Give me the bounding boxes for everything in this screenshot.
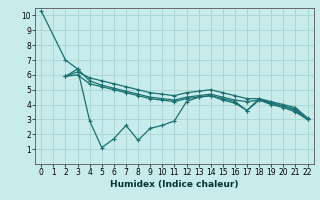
X-axis label: Humidex (Indice chaleur): Humidex (Indice chaleur) <box>110 180 239 189</box>
